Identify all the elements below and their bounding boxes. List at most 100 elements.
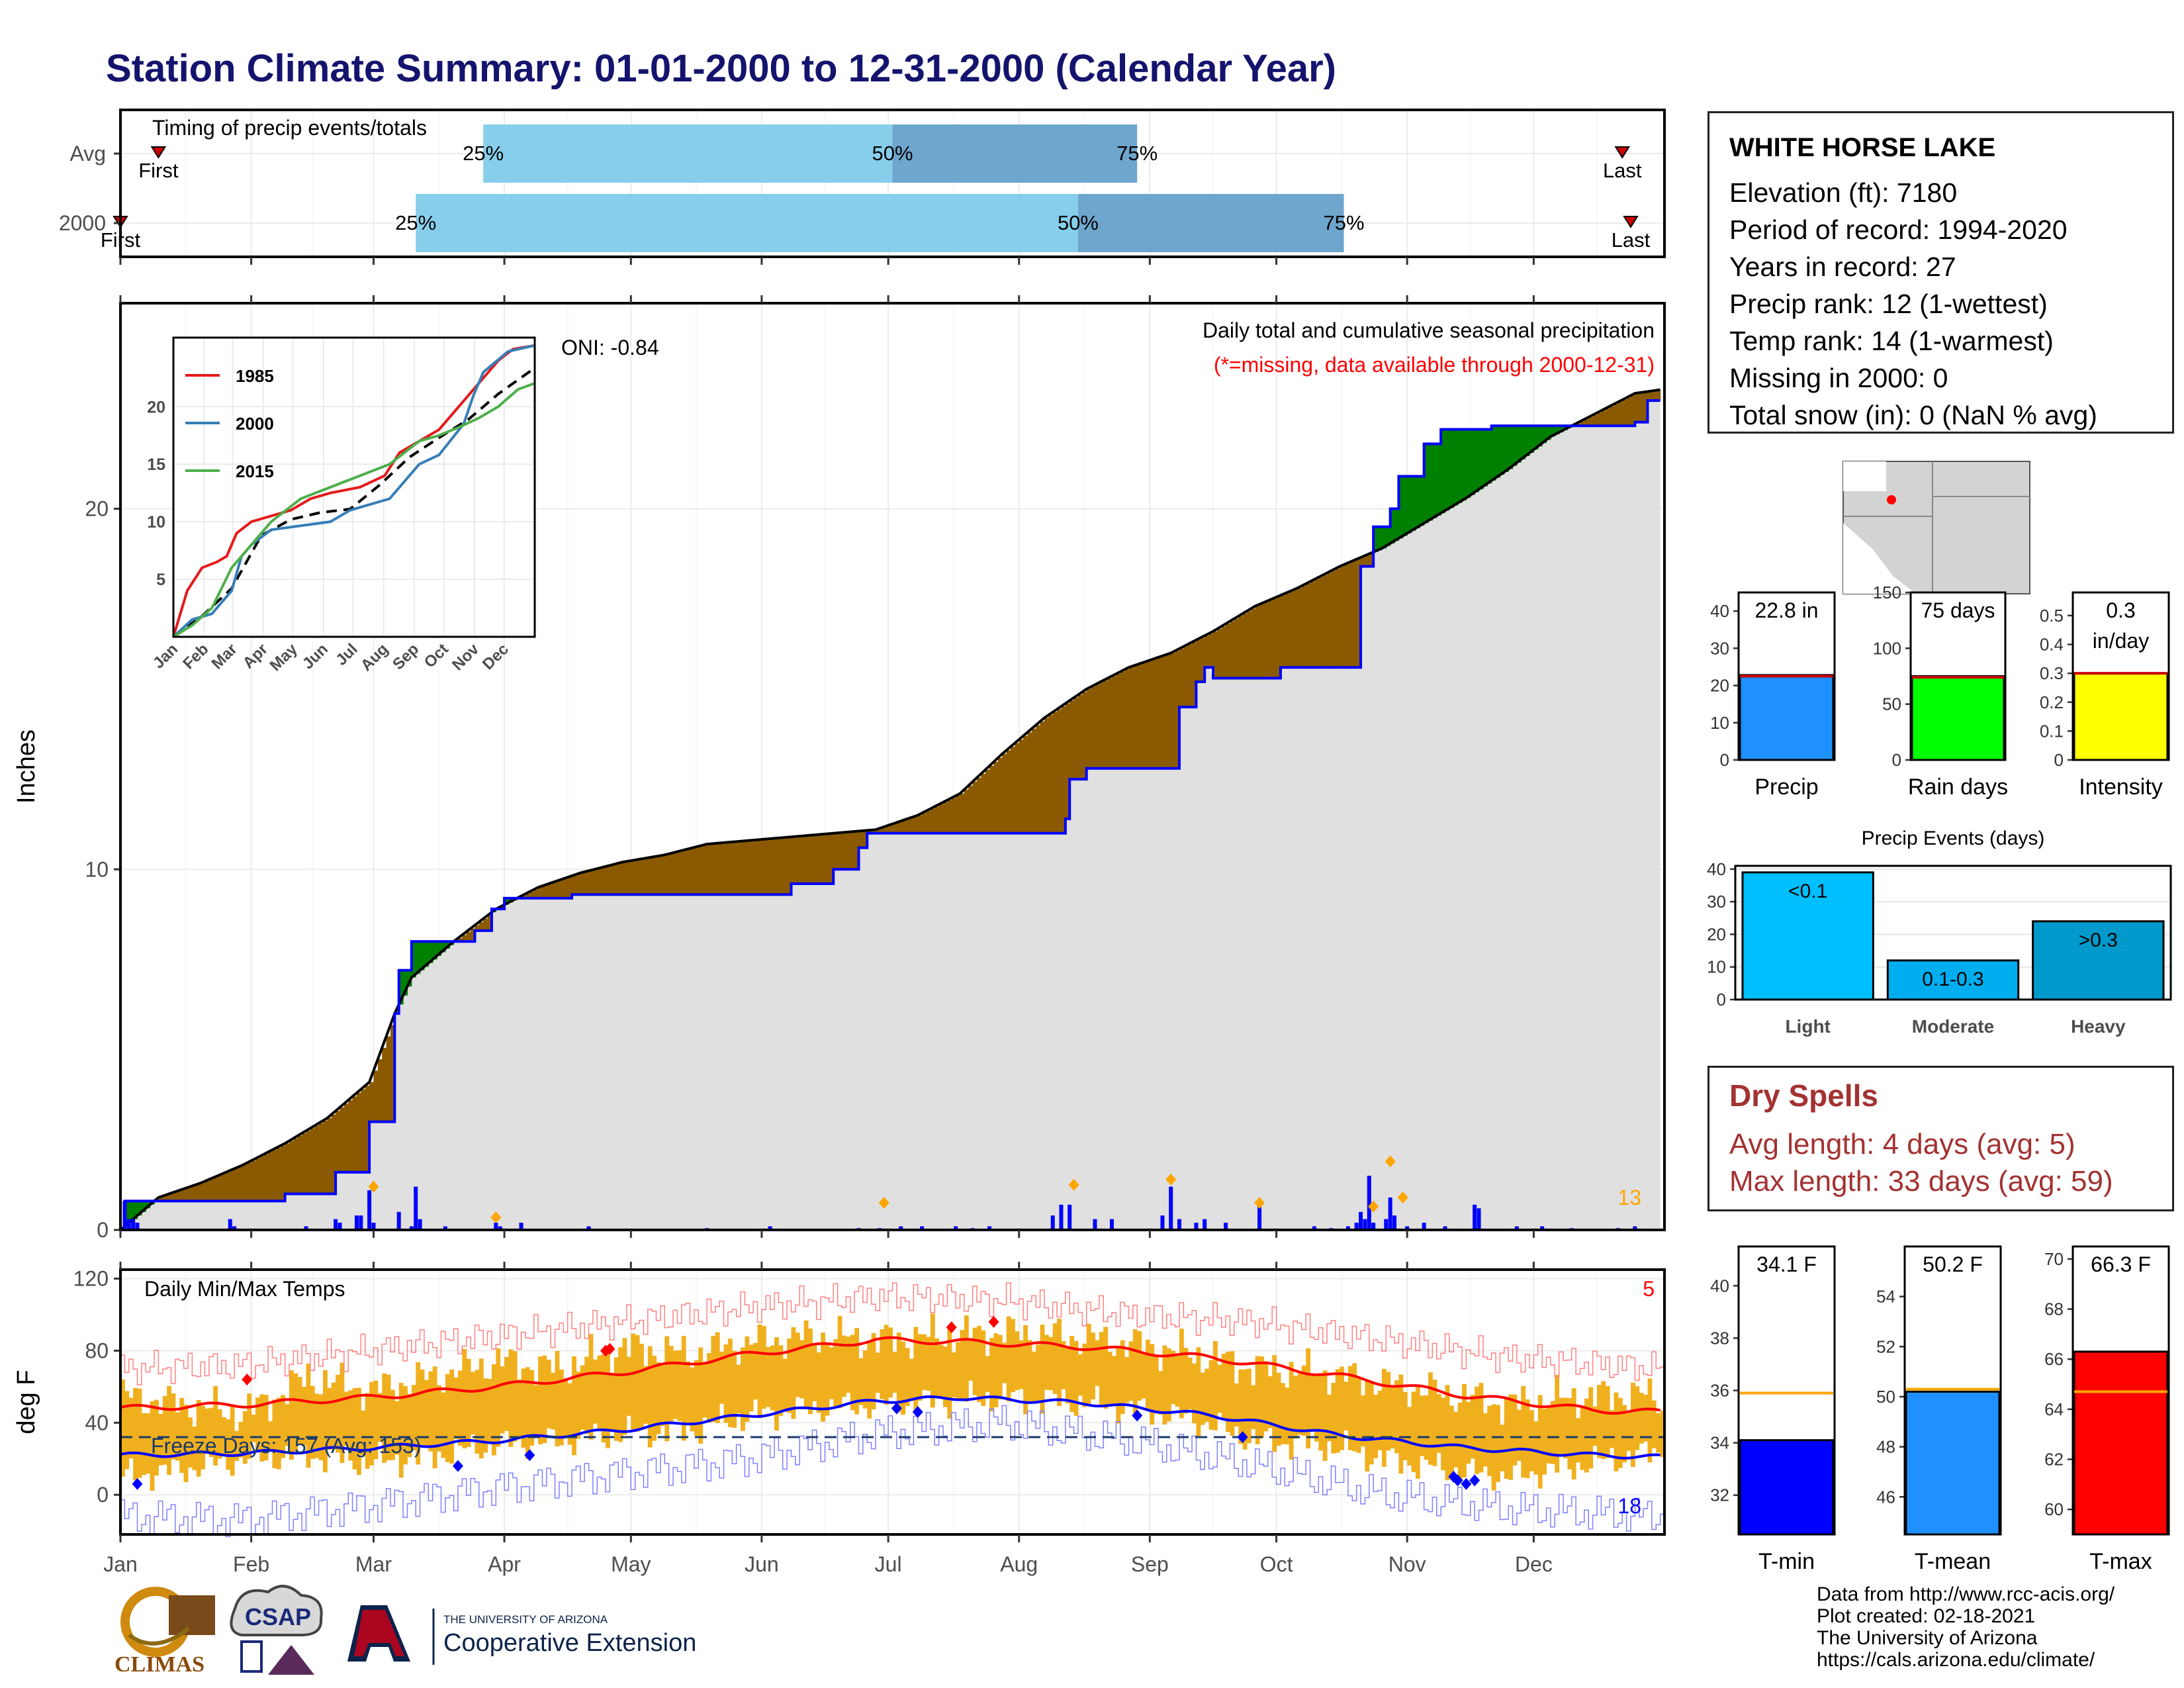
summary-category-label: T-max [2089, 1549, 2152, 1574]
inset-x-tick-label: Jul [332, 640, 361, 669]
dry-spells-box: Dry Spells Avg length: 4 days (avg: 5) M… [1707, 1066, 2174, 1211]
daily-temp-bar [424, 1380, 429, 1446]
daily-temp-bar [618, 1347, 623, 1442]
precip-below-average-slice [884, 826, 889, 833]
daily-temp-bar [1428, 1372, 1433, 1465]
daily-precip-bar [1422, 1223, 1426, 1230]
precip-below-average-slice [1077, 694, 1083, 780]
rain-days-chart: 0 50 100 150 75 days Rain days [1873, 583, 2008, 800]
daily-temp-bar [361, 1410, 366, 1456]
x-tick-label: Dec [1515, 1552, 1553, 1576]
daily-temp-bar [449, 1369, 455, 1464]
daily-temp-bar [1099, 1332, 1104, 1407]
precip-below-average-slice [749, 840, 754, 895]
summary-category-label: Precip [1754, 774, 1818, 800]
precip-below-average-slice [694, 847, 699, 895]
daily-precip-bar [232, 1226, 237, 1230]
daily-temp-bar [1656, 1413, 1661, 1453]
precip-below-average-slice [922, 813, 927, 833]
daily-temp-bar [457, 1370, 463, 1446]
precip-below-average-slice [1259, 604, 1265, 679]
precip-below-average-slice [1335, 568, 1340, 668]
precip-chart-title: Daily total and cumulative seasonal prec… [1203, 318, 1655, 342]
y-tick-label: 30 [1710, 638, 1729, 658]
daily-temp-bar [1285, 1387, 1290, 1444]
ua-logo-text: THE UNIVERSITY OF ARIZONA [443, 1613, 608, 1626]
precip-above-average-slice [437, 941, 442, 956]
station-precip-rank: Precip rank: 12 (1-wettest) [1729, 289, 2048, 319]
precip-below-average-slice [778, 837, 784, 895]
daily-temp-bar [377, 1393, 383, 1442]
daily-temp-bar [1491, 1404, 1496, 1491]
daily-temp-bar [1651, 1400, 1657, 1448]
precip-below-average-slice [1352, 561, 1357, 668]
daily-temp-bar [1044, 1335, 1049, 1390]
daily-temp-bar [947, 1329, 952, 1419]
daily-temp-bar [302, 1386, 306, 1446]
precip-below-average-slice [1221, 626, 1226, 679]
daily-precip-bar [304, 1226, 308, 1230]
precip-above-average-slice [1512, 426, 1518, 466]
daily-temp-bar [968, 1338, 974, 1381]
precip-below-average-slice [858, 831, 864, 848]
precip-below-average-slice [255, 1158, 260, 1201]
precip-above-average-slice [137, 1201, 142, 1216]
precip-above-average-slice [1491, 426, 1496, 481]
precip-below-average-slice [158, 1197, 163, 1201]
event-bar [2032, 920, 2165, 1001]
daily-temp-bar [572, 1356, 576, 1456]
daily-temp-bar [1449, 1405, 1454, 1477]
daily-temp-bar [1466, 1401, 1471, 1464]
precip-below-average-slice [567, 877, 572, 898]
daily-temp-bar [951, 1352, 956, 1397]
daily-temp-bar [862, 1350, 868, 1409]
precip-below-average-slice [1187, 644, 1193, 708]
precip-above-average-slice [1373, 526, 1379, 552]
precip-above-average-slice [124, 1201, 130, 1227]
precip-below-average-slice [635, 860, 640, 895]
daily-temp-bar [854, 1328, 860, 1415]
daily-record-marker [1397, 1191, 1408, 1203]
precip-above-average-slice [1504, 426, 1509, 472]
precip-below-average-slice [782, 837, 788, 895]
daily-temp-bar [926, 1336, 931, 1391]
daily-temp-bar [314, 1393, 320, 1458]
station-location-marker [1887, 495, 1896, 504]
precip-below-average-slice [592, 869, 598, 895]
daily-temp-bar [1571, 1388, 1576, 1479]
daily-temp-bar [1487, 1405, 1492, 1476]
precip-below-average-slice [230, 1170, 235, 1201]
daily-temp-bar [1015, 1331, 1020, 1390]
precip-below-average-slice [1086, 688, 1091, 769]
daily-temp-bar [420, 1369, 425, 1445]
daily-temp-bar [1006, 1316, 1011, 1402]
precip-below-average-slice [837, 833, 842, 870]
precip-below-average-slice [478, 921, 484, 931]
daily-temp-bar [993, 1333, 999, 1407]
precip-above-average-slice [1457, 429, 1463, 503]
daily-temp-bar [1263, 1361, 1269, 1432]
daily-record-marker [878, 1197, 889, 1209]
precip-below-average-slice [263, 1154, 269, 1201]
summary-bar [1911, 675, 2005, 761]
inset-frame [172, 336, 536, 638]
precip-below-average-slice [171, 1193, 176, 1201]
daily-temp-bar [1369, 1382, 1374, 1465]
precip-below-average-slice [281, 1145, 286, 1201]
daily-precip-bar [367, 1190, 372, 1230]
y-tick-label: 20 [1710, 676, 1729, 696]
daily-temp-bar [255, 1397, 260, 1451]
precip-below-average-slice [673, 853, 678, 895]
events-frame [1734, 865, 2172, 1001]
x-tick-label: Mar [355, 1552, 392, 1576]
daily-temp-bar [938, 1344, 944, 1399]
daily-temp-bar [137, 1388, 142, 1478]
daily-precip-bar [1354, 1223, 1359, 1230]
precip-total-chart: 0 10 20 30 40 22.8 in Precip [1710, 591, 1836, 800]
daily-precip-bar [409, 1226, 414, 1230]
daily-temp-bar [1415, 1387, 1420, 1479]
precip-below-average-slice [377, 1059, 383, 1122]
precip-below-average-slice [668, 853, 674, 895]
daily-temp-bar [1441, 1397, 1446, 1471]
precip-below-average-slice [1226, 624, 1231, 679]
